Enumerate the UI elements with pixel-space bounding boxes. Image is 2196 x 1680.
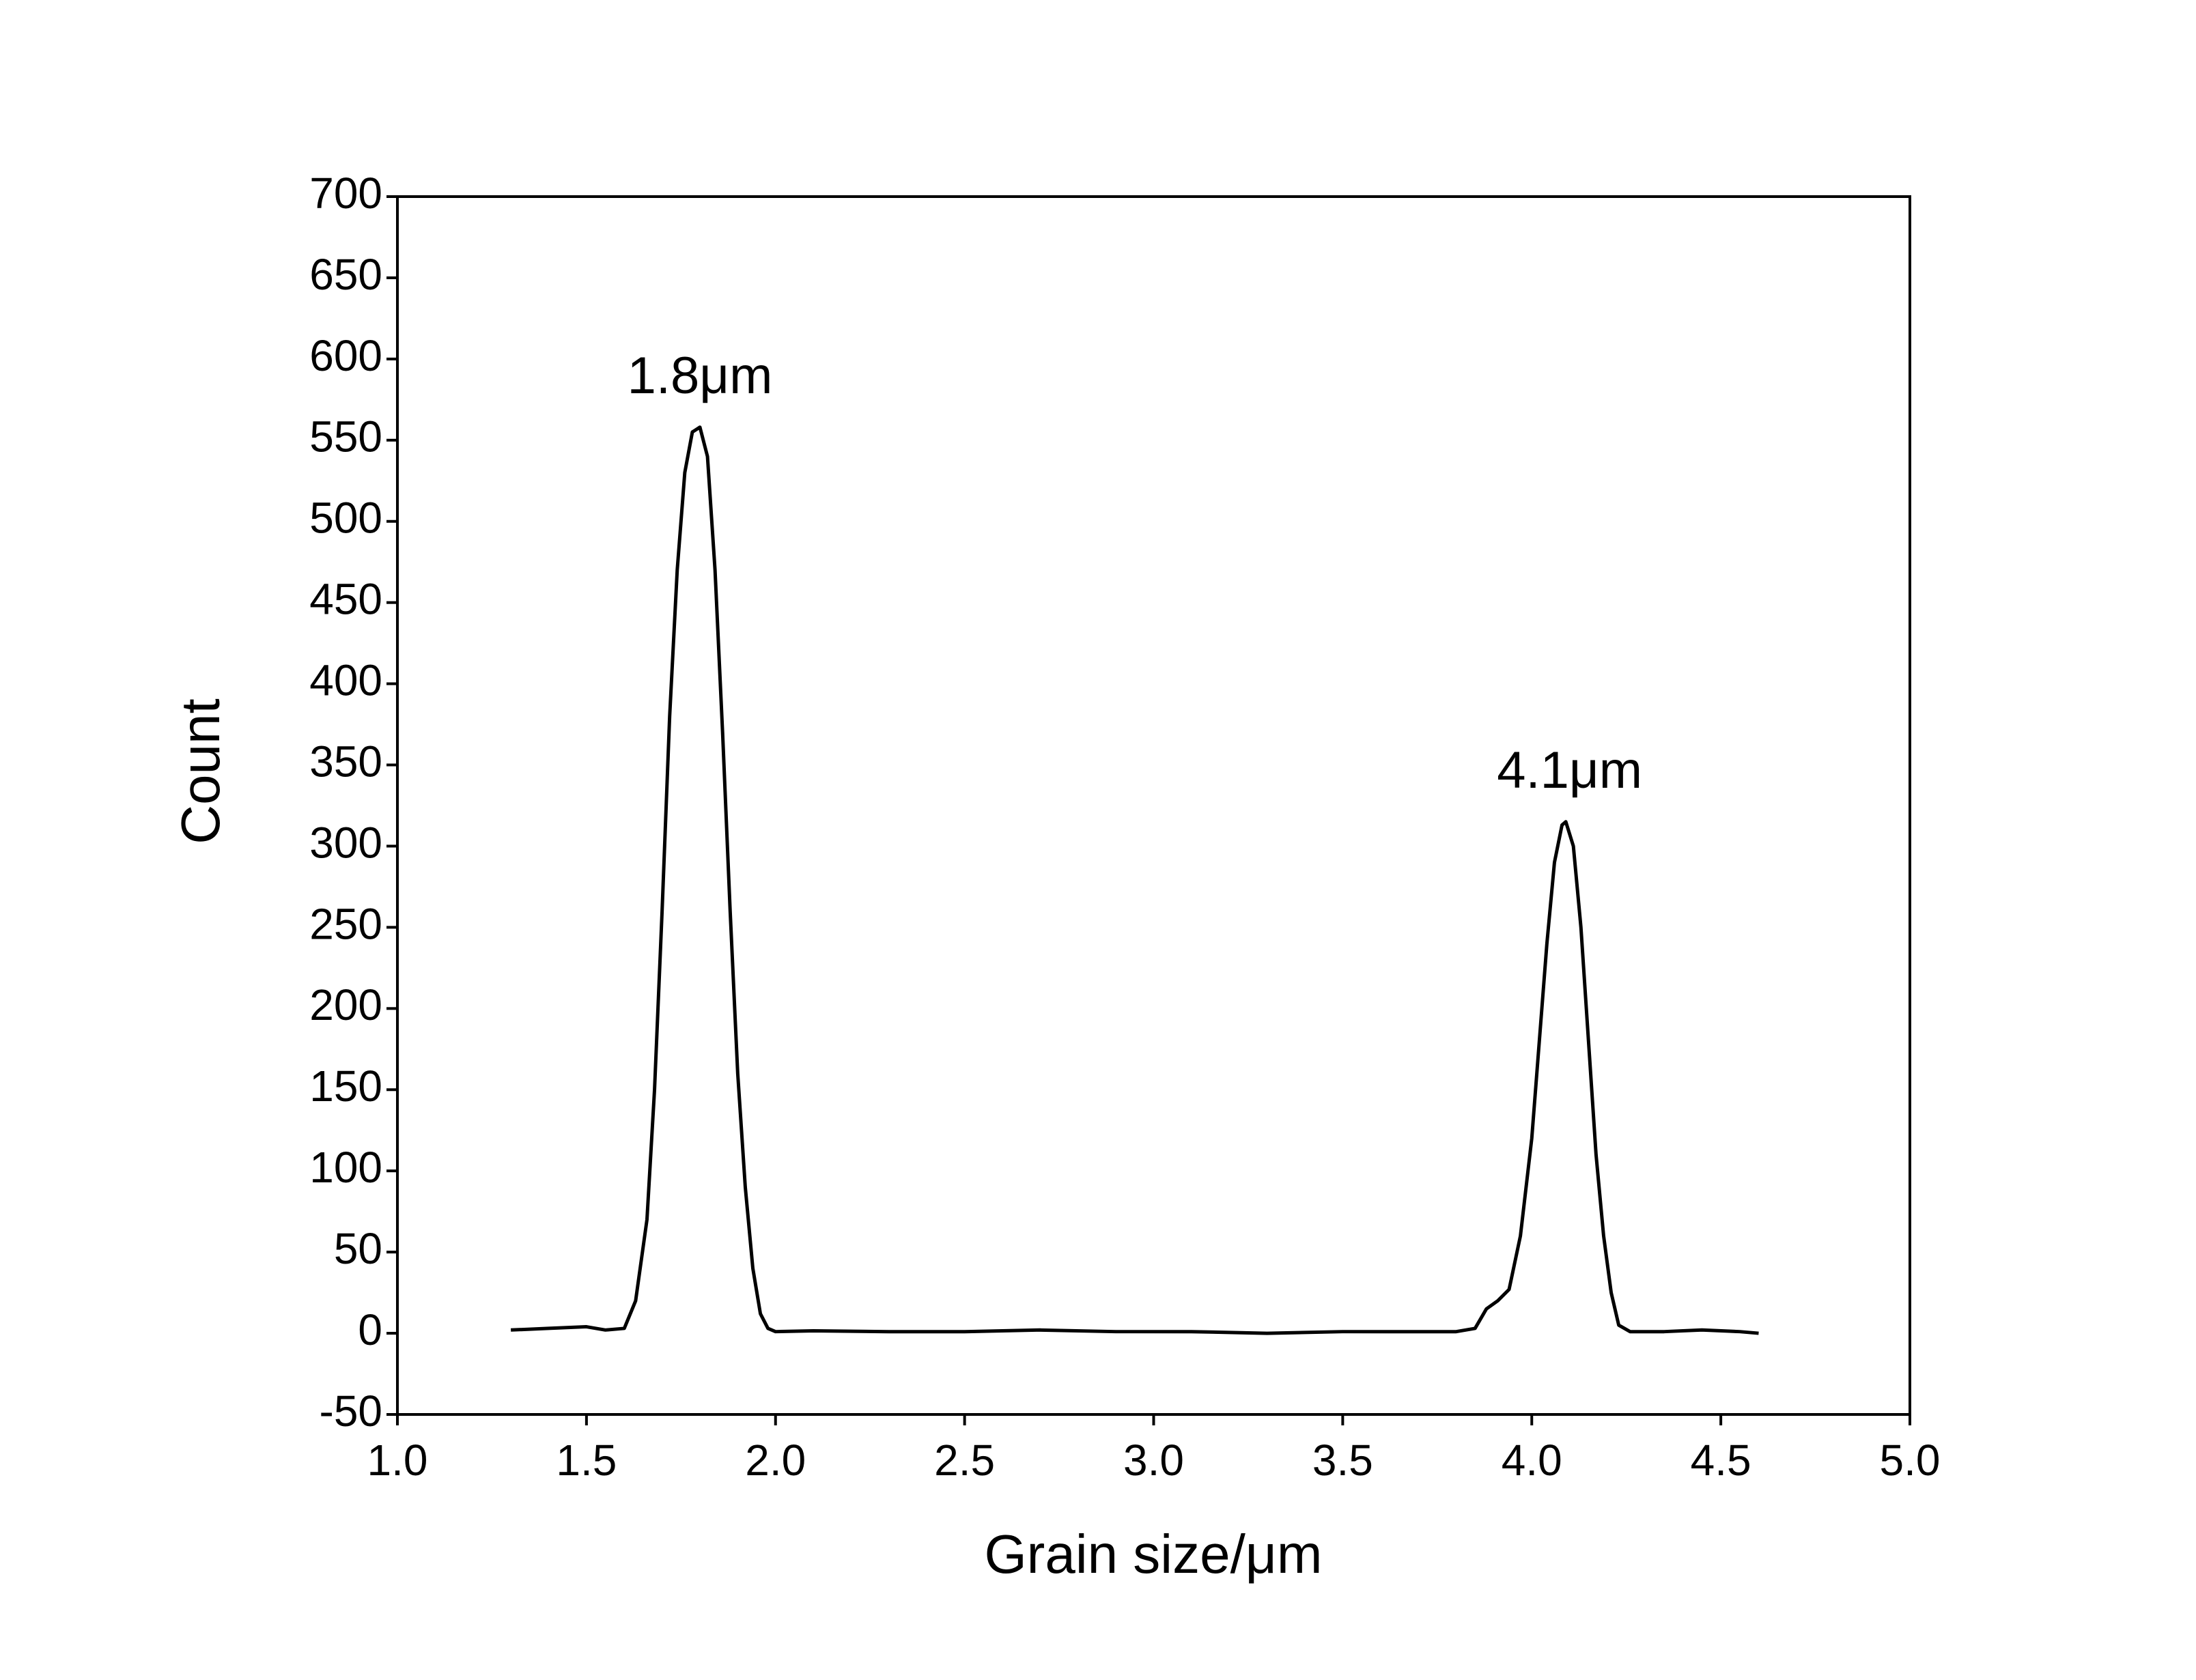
- x-tick-label: 2.0: [745, 1436, 806, 1485]
- x-tick-label: 3.0: [1123, 1436, 1184, 1485]
- y-tick-label: 600: [309, 331, 382, 380]
- y-tick-label: -50: [320, 1386, 383, 1436]
- x-tick-label: 1.0: [367, 1436, 428, 1485]
- x-tick-label: 4.0: [1502, 1436, 1562, 1485]
- y-tick-label: 650: [309, 250, 382, 299]
- annotation: 4.1μm: [1497, 741, 1642, 799]
- annotation: 1.8μm: [628, 347, 773, 405]
- x-axis-title: Grain size/μm: [984, 1524, 1322, 1584]
- x-tick-label: 1.5: [556, 1436, 617, 1485]
- y-tick-label: 550: [309, 412, 382, 461]
- y-tick-label: 450: [309, 575, 382, 624]
- y-tick-label: 200: [309, 980, 382, 1029]
- y-tick-label: 50: [334, 1224, 382, 1273]
- x-tick-label: 4.5: [1691, 1436, 1751, 1485]
- y-tick-label: 400: [309, 656, 382, 705]
- x-tick-label: 5.0: [1880, 1436, 1941, 1485]
- y-tick-label: 350: [309, 737, 382, 786]
- y-tick-label: 700: [309, 169, 382, 218]
- x-tick-label: 3.5: [1312, 1436, 1373, 1485]
- y-tick-label: 150: [309, 1062, 382, 1111]
- y-tick-label: 300: [309, 818, 382, 867]
- data-line: [511, 425, 1759, 1335]
- y-tick-label: 100: [309, 1143, 382, 1192]
- x-tick-label: 2.5: [934, 1436, 995, 1485]
- y-tick-label: 500: [309, 494, 382, 543]
- y-axis-title: Count: [170, 698, 231, 844]
- plot-frame: [396, 195, 1911, 1416]
- y-tick-label: 250: [309, 899, 382, 948]
- y-tick-label: 0: [358, 1305, 382, 1354]
